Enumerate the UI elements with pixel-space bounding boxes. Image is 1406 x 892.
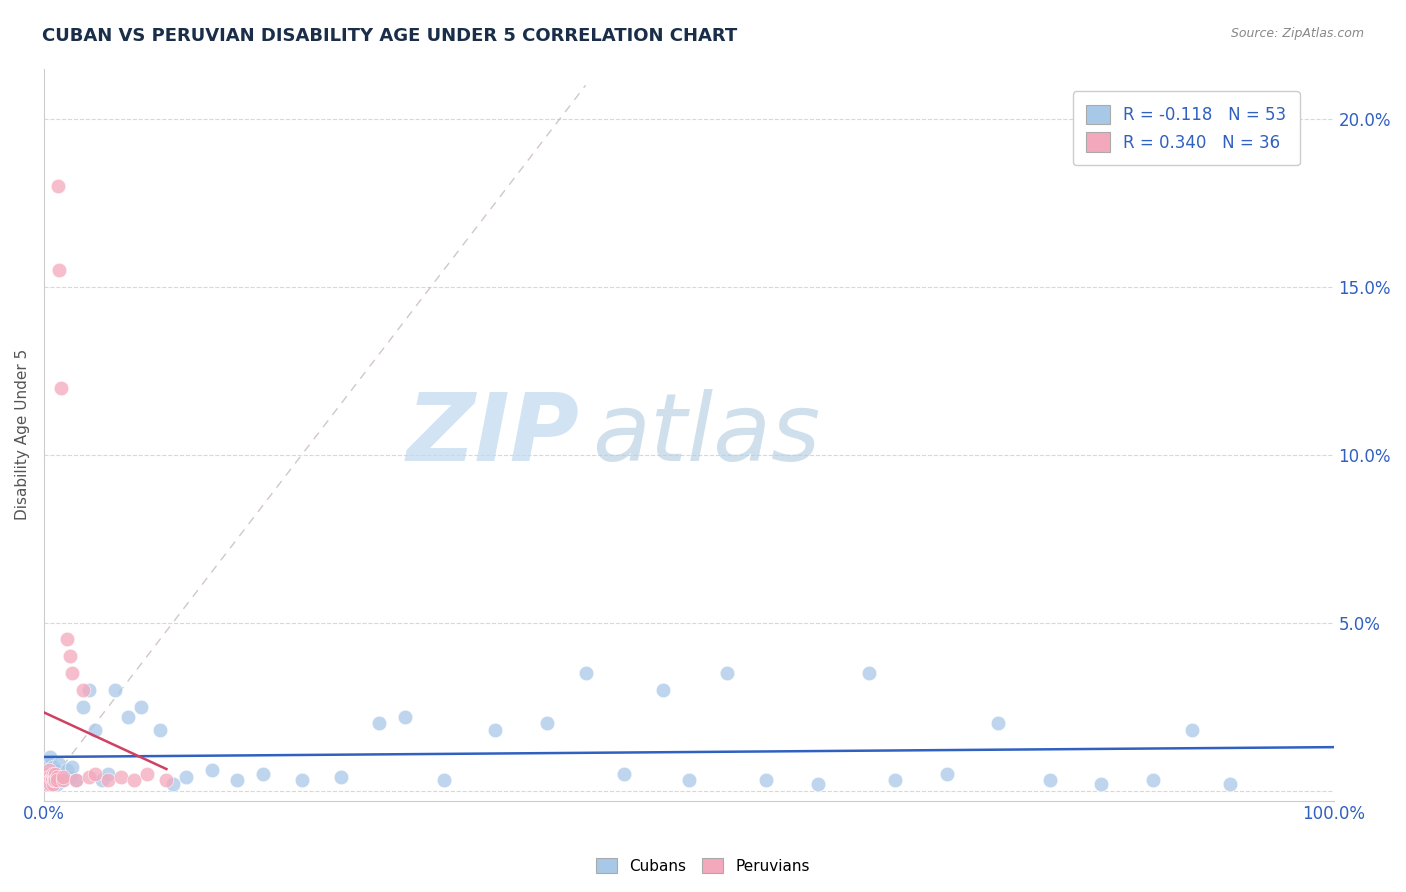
Point xyxy=(60,760,83,774)
Point xyxy=(65,773,87,788)
Point xyxy=(1142,773,1164,788)
Point xyxy=(174,770,197,784)
Point xyxy=(291,773,314,788)
Point xyxy=(59,770,82,784)
Point xyxy=(44,766,66,780)
Point xyxy=(987,716,1010,731)
Point xyxy=(44,773,66,788)
Point xyxy=(38,764,60,778)
Point xyxy=(1090,777,1112,791)
Point xyxy=(252,766,274,780)
Point xyxy=(652,682,675,697)
Point xyxy=(1039,773,1062,788)
Point xyxy=(368,716,391,731)
Point xyxy=(574,665,596,680)
Point xyxy=(37,773,59,788)
Point xyxy=(104,682,127,697)
Point xyxy=(536,716,558,731)
Point xyxy=(72,699,94,714)
Point xyxy=(41,773,63,788)
Text: atlas: atlas xyxy=(592,389,820,480)
Point xyxy=(65,773,87,788)
Point xyxy=(59,649,82,664)
Point xyxy=(39,750,62,764)
Y-axis label: Disability Age Under 5: Disability Age Under 5 xyxy=(15,349,30,520)
Point xyxy=(72,682,94,697)
Point xyxy=(155,773,177,788)
Point xyxy=(329,770,352,784)
Point xyxy=(49,380,72,394)
Point xyxy=(56,764,79,778)
Point xyxy=(45,777,67,791)
Point xyxy=(37,766,59,780)
Point xyxy=(90,773,112,788)
Point xyxy=(129,699,152,714)
Point xyxy=(35,777,58,791)
Point xyxy=(149,723,172,737)
Point xyxy=(136,766,159,780)
Point xyxy=(45,770,67,784)
Point xyxy=(807,777,830,791)
Point xyxy=(39,773,62,788)
Point xyxy=(884,773,907,788)
Point xyxy=(394,709,416,723)
Point xyxy=(41,770,63,784)
Point xyxy=(44,770,66,784)
Point xyxy=(41,770,63,784)
Point xyxy=(44,773,66,788)
Point xyxy=(35,766,58,780)
Point xyxy=(42,777,65,791)
Text: CUBAN VS PERUVIAN DISABILITY AGE UNDER 5 CORRELATION CHART: CUBAN VS PERUVIAN DISABILITY AGE UNDER 5… xyxy=(42,27,737,45)
Text: ZIP: ZIP xyxy=(406,389,579,481)
Point xyxy=(97,773,120,788)
Point xyxy=(755,773,778,788)
Point xyxy=(162,777,184,791)
Point xyxy=(44,773,66,788)
Legend: R = -0.118   N = 53, R = 0.340   N = 36: R = -0.118 N = 53, R = 0.340 N = 36 xyxy=(1073,92,1299,165)
Point xyxy=(1219,777,1241,791)
Point xyxy=(52,770,75,784)
Point xyxy=(42,760,65,774)
Point xyxy=(226,773,249,788)
Point xyxy=(60,665,83,680)
Point xyxy=(84,766,107,780)
Point xyxy=(42,766,65,780)
Point xyxy=(117,709,139,723)
Point xyxy=(97,766,120,780)
Point xyxy=(35,770,58,784)
Text: Source: ZipAtlas.com: Source: ZipAtlas.com xyxy=(1230,27,1364,40)
Point xyxy=(678,773,700,788)
Point xyxy=(858,665,880,680)
Legend: Cubans, Peruvians: Cubans, Peruvians xyxy=(591,852,815,880)
Point xyxy=(37,773,59,788)
Point xyxy=(52,773,75,788)
Point xyxy=(1181,723,1204,737)
Point xyxy=(38,756,60,771)
Point xyxy=(110,770,132,784)
Point xyxy=(39,777,62,791)
Point xyxy=(77,770,100,784)
Point xyxy=(200,764,222,778)
Point xyxy=(84,723,107,737)
Point xyxy=(44,764,66,778)
Point xyxy=(433,773,456,788)
Point xyxy=(39,777,62,791)
Point xyxy=(484,723,506,737)
Point xyxy=(122,773,145,788)
Point xyxy=(52,773,75,788)
Point xyxy=(48,263,70,277)
Point xyxy=(613,766,636,780)
Point xyxy=(34,773,56,788)
Point xyxy=(56,632,79,647)
Point xyxy=(77,682,100,697)
Point xyxy=(38,770,60,784)
Point xyxy=(45,773,67,788)
Point xyxy=(48,756,70,771)
Point xyxy=(716,665,738,680)
Point xyxy=(46,179,69,194)
Point xyxy=(935,766,957,780)
